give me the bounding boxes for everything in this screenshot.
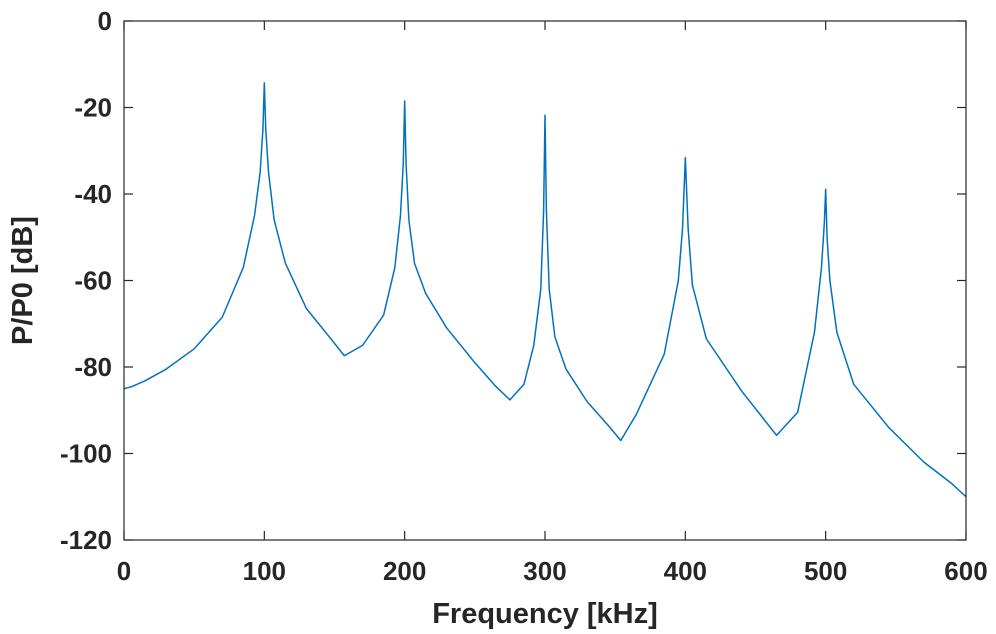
x-axis-label: Frequency [kHz]: [432, 598, 658, 630]
x-tick-label: 0: [117, 556, 131, 586]
y-tick-label: 0: [98, 6, 112, 36]
data-layer: [123, 82, 967, 498]
labels-layer: 0 100 200 300 400 500 600 0 -20 -40 -60 -80 -100 -120: [60, 6, 988, 586]
y-tick-label: -40: [74, 179, 112, 209]
x-tick-label: 300: [523, 556, 566, 586]
y-tick-label: -120: [60, 525, 112, 555]
x-tick-label: 600: [944, 556, 987, 586]
y-tick-label: -100: [60, 439, 112, 469]
y-tick-label: -60: [74, 266, 112, 296]
x-tick-label: 400: [664, 556, 707, 586]
x-tick-label: 500: [804, 556, 847, 586]
x-tick-label: 200: [383, 556, 426, 586]
y-tick-label: -80: [74, 352, 112, 382]
axes-box: [123, 20, 967, 541]
ticks-layer: [123, 20, 967, 541]
y-tick-label: -20: [74, 93, 112, 123]
y-axis-label: P/P0 [dB]: [7, 216, 39, 345]
x-tick-label: 100: [243, 556, 286, 586]
series-line: [123, 82, 967, 498]
